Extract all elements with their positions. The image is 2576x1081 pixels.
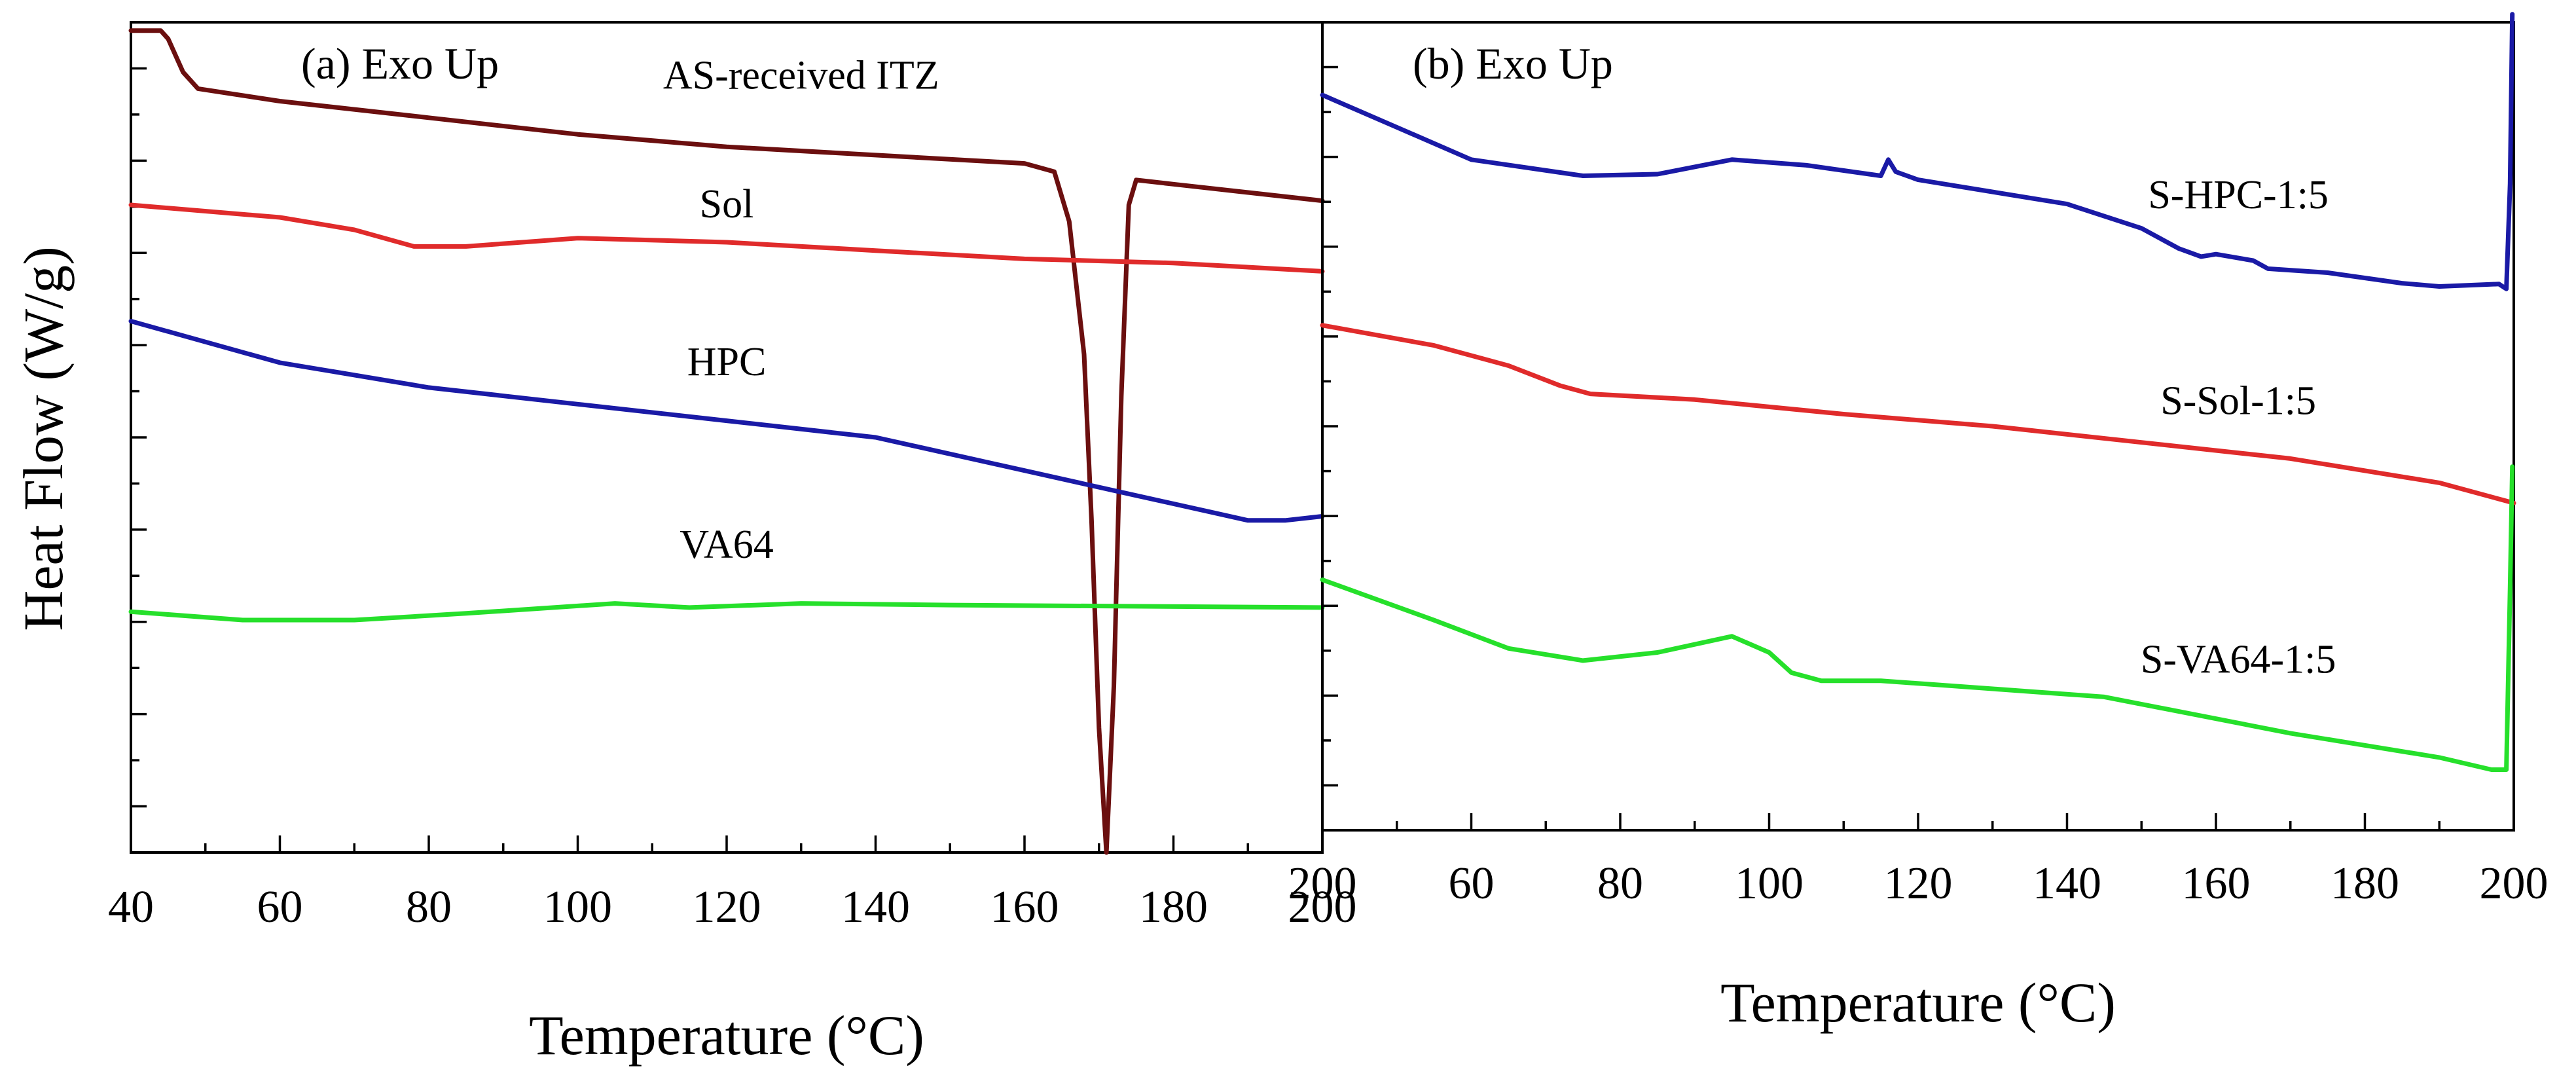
x-tick-label: 100 (1735, 858, 1804, 909)
panel-a-title: (a) Exo Up (301, 39, 499, 88)
x-tick-label: 60 (257, 882, 303, 932)
y-axis-title: Heat Flow (W/g) (12, 246, 75, 631)
curve-sol (128, 202, 1325, 274)
panel-b-curves (1320, 12, 2516, 772)
x-tick-label: 200 (1288, 882, 1357, 932)
series-label-s-hpc-1-5: S-HPC-1:5 (2148, 173, 2329, 217)
panel-a-x-tick-labels: 40 60 80 100 120 140 160 180 200 (108, 882, 1357, 932)
series-label-va64: VA64 (680, 522, 774, 567)
curve-va64 (128, 601, 1325, 623)
curve-s-sol-1-5 (1320, 323, 2516, 505)
curve-s-va64-1-5 (1320, 464, 2515, 772)
panel-b-x-ticks (1321, 813, 2515, 830)
series-label-s-va64-1-5: S-VA64-1:5 (2141, 637, 2336, 682)
x-tick-label: 100 (543, 882, 612, 932)
x-tick-label: 80 (406, 882, 452, 932)
series-label-sol: Sol (700, 182, 754, 227)
series-label-hpc: HPC (687, 340, 767, 384)
x-tick-label: 160 (990, 882, 1059, 932)
panel-a-curves (128, 28, 1325, 855)
panel-b-y-ticks (1322, 65, 1338, 787)
panel-a-x-axis-title: Temperature (°C) (529, 1004, 924, 1067)
panel-b: 200 60 80 100 120 140 160 180 200 S-HPC-1:5 S-Sol… (1288, 12, 2549, 1034)
x-tick-label: 180 (2331, 858, 2399, 909)
x-tick-label: 60 (1449, 858, 1495, 909)
panel-b-x-tick-labels: 200 60 80 100 120 140 160 180 200 (1288, 858, 2549, 909)
panel-b-x-axis-title: Temperature (°C) (1720, 971, 2116, 1034)
series-label-s-sol-1-5: S-Sol-1:5 (2160, 378, 2316, 423)
x-tick-label: 140 (841, 882, 910, 932)
x-tick-label: 140 (2033, 858, 2101, 909)
x-tick-label: 120 (693, 882, 761, 932)
panel-b-title: (b) Exo Up (1413, 39, 1613, 88)
panel-a-x-ticks (130, 835, 1324, 852)
series-label-as-received-itz: AS-received ITZ (663, 53, 939, 98)
x-tick-label: 200 (1288, 858, 1357, 909)
x-tick-label: 200 (2480, 858, 2549, 909)
panel-b-series-labels: S-HPC-1:5 S-Sol-1:5 S-VA64-1:5 (2141, 173, 2336, 682)
curve-as-received-itz (128, 28, 1325, 855)
x-tick-label: 40 (108, 882, 154, 932)
x-tick-label: 160 (2182, 858, 2251, 909)
curve-hpc (128, 319, 1325, 523)
x-tick-label: 180 (1139, 882, 1208, 932)
x-tick-label: 120 (1884, 858, 1953, 909)
curve-s-hpc-1-5 (1320, 12, 2515, 291)
panel-a-y-ticks (131, 67, 147, 808)
panel-a-series-labels: AS-received ITZ Sol HPC VA64 (663, 53, 939, 566)
x-tick-label: 80 (1597, 858, 1643, 909)
panel-a: 40 60 80 100 120 140 160 180 200 AS-received ITZ… (108, 21, 1357, 1067)
